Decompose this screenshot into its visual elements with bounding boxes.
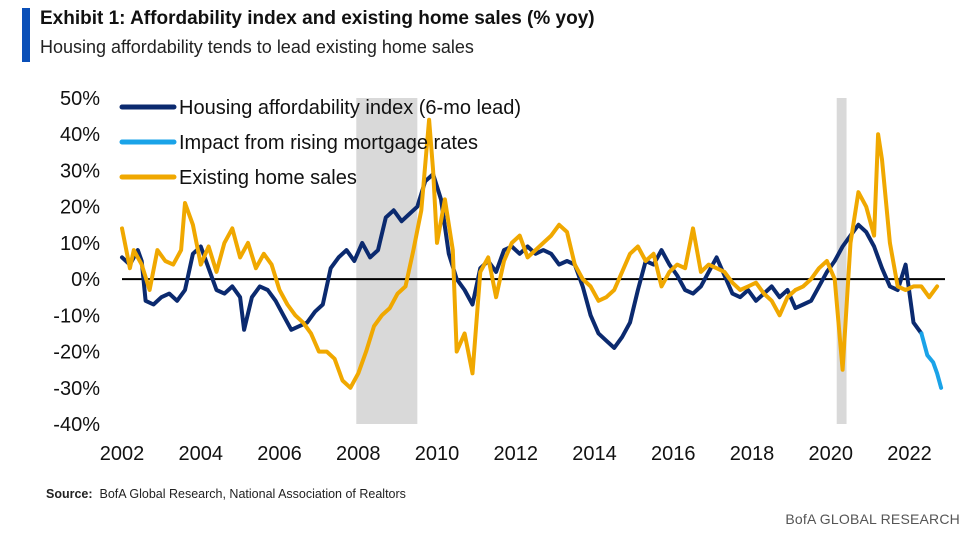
- x-tick-label: 2008: [336, 443, 381, 465]
- x-tick-label: 2012: [494, 443, 539, 465]
- y-tick-label: -30%: [53, 378, 100, 400]
- x-tick-label: 2016: [651, 443, 696, 465]
- x-tick-label: 2020: [809, 443, 854, 465]
- y-tick-label: 50%: [60, 88, 100, 110]
- y-tick-label: -10%: [53, 305, 100, 327]
- x-tick-label: 2022: [887, 443, 932, 465]
- chart-subtitle: Housing affordability tends to lead exis…: [40, 37, 474, 57]
- y-tick-label: -20%: [53, 342, 100, 364]
- x-axis-ticks: 2002 2004 2006 2008 2010 2012 2014 2016 2018 2020…: [100, 443, 932, 465]
- series-line-0: [120, 172, 924, 350]
- series-group: [120, 117, 944, 390]
- chart-title: Exhibit 1: Affordability index and exist…: [40, 8, 595, 29]
- x-tick-label: 2002: [100, 443, 145, 465]
- recession-band-0: [356, 98, 418, 424]
- y-tick-label: 30%: [60, 160, 100, 182]
- source-note: Source: BofA Global Research, National A…: [46, 487, 406, 501]
- legend-label-2: Existing home sales: [179, 167, 357, 189]
- brand-label: BofA GLOBAL RESEARCH: [785, 511, 960, 527]
- x-tick-label: 2018: [730, 443, 775, 465]
- y-tick-label: 40%: [60, 124, 100, 146]
- recession-shading-group: [356, 98, 847, 424]
- title-accent-bar: [22, 8, 30, 62]
- x-tick-label: 2010: [415, 443, 460, 465]
- series-line-1: [919, 331, 944, 390]
- x-tick-label: 2014: [572, 443, 617, 465]
- legend: Housing affordability index (6-mo lead) I…: [119, 97, 521, 189]
- source-label: Source:: [46, 487, 93, 501]
- source-text: BofA Global Research, National Associati…: [99, 487, 406, 501]
- y-tick-label: 10%: [60, 233, 100, 255]
- series-line-2: [120, 117, 940, 390]
- legend-label-1: Impact from rising mortgage rates: [179, 132, 478, 154]
- legend-label-0: Housing affordability index (6-mo lead): [179, 97, 521, 119]
- x-tick-label: 2006: [257, 443, 302, 465]
- y-tick-label: -40%: [53, 414, 100, 436]
- y-tick-label: 20%: [60, 197, 100, 219]
- recession-band-1: [836, 98, 847, 424]
- y-tick-label: 0%: [71, 269, 100, 291]
- y-axis-ticks: 50% 40% 30% 20% 10% 0% -10% -20% -30% -40%: [53, 88, 100, 436]
- x-tick-label: 2004: [179, 443, 224, 465]
